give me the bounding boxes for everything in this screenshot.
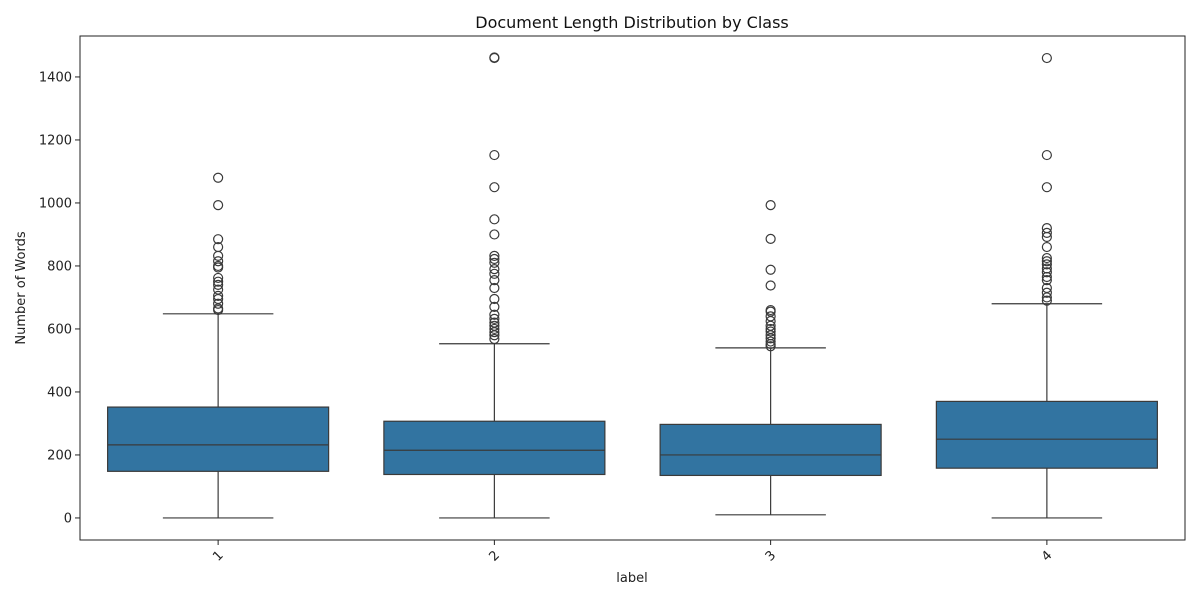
box-1 bbox=[107, 172, 330, 519]
outlier-point bbox=[1041, 282, 1052, 294]
x-tick-label: 4 bbox=[1039, 548, 1055, 564]
outlier-point bbox=[213, 276, 224, 287]
outlier-point bbox=[213, 272, 224, 284]
outlier-point bbox=[765, 336, 776, 347]
outlier-point bbox=[213, 290, 224, 301]
y-tick-label: 200 bbox=[47, 448, 72, 463]
outlier-point bbox=[489, 309, 500, 320]
y-tick-label: 0 bbox=[64, 511, 72, 526]
outlier-point bbox=[1041, 295, 1052, 306]
outlier-point bbox=[489, 264, 500, 275]
outlier-point bbox=[489, 282, 500, 294]
box-3 bbox=[659, 200, 882, 516]
outlier-point bbox=[489, 323, 500, 335]
outlier-point bbox=[489, 301, 500, 312]
outlier-point bbox=[765, 264, 776, 275]
box-4 bbox=[935, 52, 1158, 519]
outlier-point bbox=[489, 268, 500, 279]
outlier-point bbox=[765, 326, 776, 337]
boxes-group bbox=[107, 52, 1158, 519]
outlier-point bbox=[489, 229, 500, 240]
outlier-point bbox=[489, 293, 500, 305]
outlier-point bbox=[765, 304, 776, 316]
outlier-point bbox=[1041, 259, 1052, 270]
y-tick-label: 800 bbox=[47, 259, 72, 274]
y-tick-label: 400 bbox=[47, 385, 72, 400]
outlier-point bbox=[489, 275, 500, 286]
outlier-point bbox=[489, 52, 500, 63]
outlier-point bbox=[213, 200, 224, 211]
outlier-point bbox=[1041, 52, 1052, 64]
box-iqr bbox=[659, 423, 882, 477]
box-iqr bbox=[935, 400, 1158, 469]
outlier-point bbox=[1041, 287, 1052, 298]
outlier-point bbox=[1041, 263, 1052, 274]
box-iqr bbox=[383, 420, 606, 476]
outlier-point bbox=[1041, 256, 1052, 267]
outlier-point bbox=[489, 257, 500, 268]
chart-title: Document Length Distribution by Class bbox=[475, 13, 788, 32]
x-tick-label: 2 bbox=[486, 548, 502, 564]
outlier-point bbox=[1041, 182, 1052, 193]
outlier-point bbox=[765, 311, 776, 322]
x-tick-label: 1 bbox=[210, 548, 226, 564]
outlier-point bbox=[213, 298, 224, 309]
outlier-point bbox=[1041, 267, 1052, 278]
box-2 bbox=[383, 52, 606, 519]
y-tick-label: 1400 bbox=[39, 70, 72, 85]
outlier-point bbox=[1041, 149, 1052, 161]
outlier-point bbox=[765, 233, 776, 244]
outlier-point bbox=[489, 320, 500, 331]
x-axis-label: label bbox=[616, 571, 647, 586]
y-axis: 0 200 400 600 800 1000 1200 1400 bbox=[39, 70, 80, 526]
x-axis: 1 2 3 4 bbox=[210, 540, 1055, 565]
plot-frame bbox=[79, 35, 1186, 541]
outlier-point bbox=[213, 284, 224, 295]
outlier-point bbox=[1041, 275, 1052, 286]
outlier-point bbox=[489, 253, 500, 265]
outlier-point bbox=[1041, 241, 1052, 253]
outlier-point bbox=[489, 250, 500, 261]
outlier-point bbox=[489, 214, 500, 225]
outlier-point bbox=[213, 241, 224, 253]
outlier-point bbox=[213, 250, 224, 261]
outlier-point bbox=[213, 279, 224, 290]
x-tick-label: 3 bbox=[763, 548, 779, 564]
outlier-point bbox=[213, 172, 224, 183]
outlier-point bbox=[1041, 223, 1052, 234]
box-iqr bbox=[107, 406, 330, 472]
y-axis-label: Number of Words bbox=[14, 231, 29, 344]
outlier-point bbox=[213, 260, 224, 272]
outlier-point bbox=[765, 323, 776, 335]
outlier-point bbox=[489, 182, 500, 193]
outlier-point bbox=[1041, 252, 1052, 264]
outlier-point bbox=[489, 149, 500, 161]
outlier-point bbox=[489, 313, 500, 324]
y-tick-label: 1000 bbox=[39, 196, 72, 211]
outlier-point bbox=[1041, 227, 1052, 238]
outlier-point bbox=[213, 256, 224, 267]
outlier-point bbox=[489, 333, 500, 345]
outlier-point bbox=[765, 200, 776, 211]
y-tick-label: 1200 bbox=[39, 133, 72, 148]
y-tick-label: 600 bbox=[47, 322, 72, 337]
outlier-point bbox=[489, 317, 500, 328]
outlier-point bbox=[765, 280, 776, 291]
outlier-point bbox=[213, 234, 224, 245]
